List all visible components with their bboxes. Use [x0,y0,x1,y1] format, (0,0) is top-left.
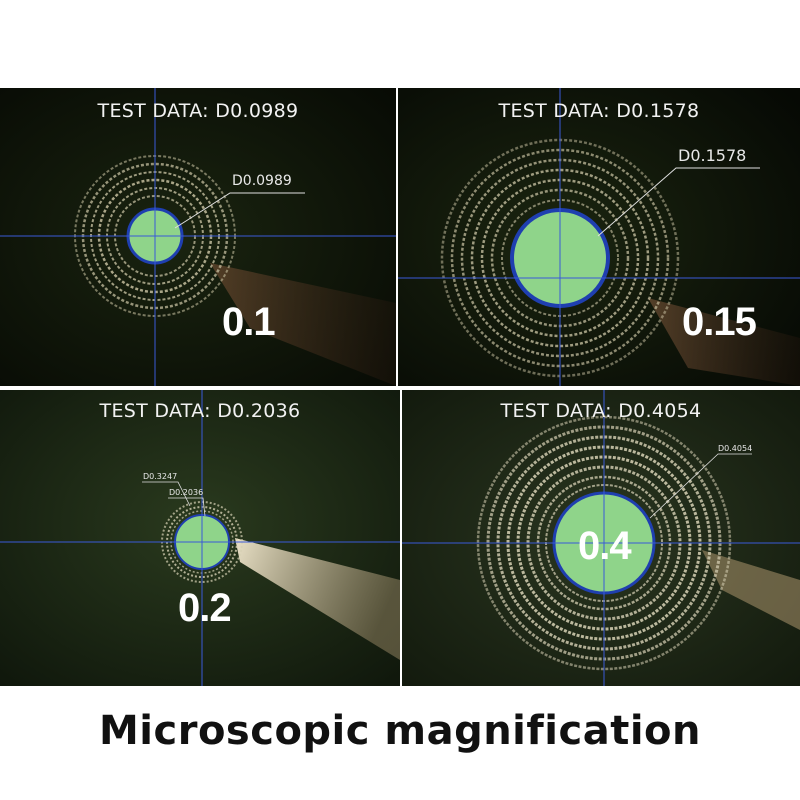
outer-diameter-callout: D0.3247 [143,472,178,481]
panel-0-4mm: TEST DATA: D0.4054 D0.4054 0.4 [402,390,800,686]
callout-leader-inner [168,497,206,517]
test-data-label: TEST DATA: D0.1578 [498,100,700,122]
panel-0-15mm: TEST DATA: D0.1578 D0.1578 0.15 [398,88,800,386]
micrograph-0-15 [398,88,800,386]
panel-0-1mm: TEST DATA: D0.0989 D0.0989 0.1 [0,88,396,386]
test-data-label: TEST DATA: D0.0989 [97,100,299,122]
size-label: 0.15 [682,300,757,344]
wire-glare [210,263,396,386]
size-label: 0.2 [178,586,232,630]
wire-glare [235,538,400,660]
caption: Microscopic magnification [98,708,701,754]
diameter-callout: D0.4054 [718,444,753,453]
test-data-label: TEST DATA: D0.2036 [99,400,301,422]
callout-leader [597,167,760,237]
panel-0-2mm: TEST DATA: D0.2036 D0.3247 D0.2036 0.2 [0,390,400,686]
diameter-callout: D0.1578 [678,146,747,165]
test-data-label: TEST DATA: D0.4054 [500,400,702,422]
micrograph-0-4 [402,390,800,686]
wire-glare [648,298,800,386]
callout-leader [649,453,752,519]
micrograph-0-2 [0,390,400,686]
micrograph-0-1 [0,88,396,386]
size-label: 0.1 [222,300,276,344]
inner-diameter-callout: D0.2036 [169,488,204,497]
callout-leader [174,192,305,229]
size-label: 0.4 [578,524,632,568]
diameter-callout: D0.0989 [232,173,292,189]
